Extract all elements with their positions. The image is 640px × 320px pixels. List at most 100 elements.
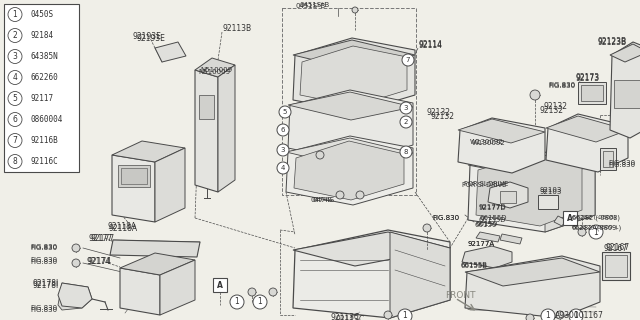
- Circle shape: [400, 116, 412, 128]
- Bar: [600, 148, 616, 170]
- Circle shape: [556, 311, 564, 319]
- Text: 92173: 92173: [575, 73, 599, 82]
- Polygon shape: [218, 65, 235, 192]
- Polygon shape: [286, 138, 413, 167]
- Polygon shape: [110, 240, 200, 257]
- Polygon shape: [293, 40, 415, 70]
- Text: 7: 7: [406, 57, 410, 63]
- Text: 1: 1: [235, 298, 239, 307]
- Polygon shape: [468, 150, 595, 180]
- Text: FOR SI-DRIVE: FOR SI-DRIVE: [464, 181, 508, 187]
- Text: 66282 (-0808): 66282 (-0808): [572, 215, 620, 221]
- Circle shape: [277, 124, 289, 136]
- Text: 92177D: 92177D: [478, 204, 506, 210]
- Text: FOR SI-DRIVE: FOR SI-DRIVE: [462, 182, 506, 188]
- Text: 66150: 66150: [475, 221, 497, 227]
- Circle shape: [277, 144, 289, 156]
- Polygon shape: [546, 114, 628, 172]
- Circle shape: [72, 259, 80, 267]
- Polygon shape: [554, 216, 566, 226]
- Circle shape: [8, 113, 22, 126]
- Text: 92173: 92173: [575, 74, 599, 83]
- Polygon shape: [195, 70, 218, 192]
- Text: 92123B: 92123B: [597, 36, 626, 45]
- Circle shape: [277, 162, 289, 174]
- Text: 92123B: 92123B: [598, 37, 627, 46]
- Polygon shape: [195, 58, 235, 77]
- Text: 92193E: 92193E: [136, 34, 165, 43]
- Text: 6: 6: [281, 127, 285, 133]
- Bar: [614, 80, 640, 108]
- Text: 92132: 92132: [430, 111, 454, 121]
- Text: 92177D: 92177D: [478, 205, 506, 211]
- Polygon shape: [293, 38, 415, 112]
- Text: FIG.830: FIG.830: [432, 215, 459, 221]
- Bar: [4, 4, 79, 172]
- Polygon shape: [120, 253, 195, 275]
- Polygon shape: [293, 230, 450, 318]
- Text: 8: 8: [404, 149, 408, 155]
- Polygon shape: [610, 44, 640, 62]
- Bar: [578, 82, 606, 104]
- Text: 92113C: 92113C: [330, 314, 359, 320]
- Text: 92174: 92174: [86, 258, 110, 267]
- Circle shape: [356, 191, 364, 199]
- Text: 3: 3: [13, 52, 17, 61]
- Bar: [213, 278, 227, 292]
- Polygon shape: [458, 119, 545, 143]
- Text: 92103: 92103: [540, 187, 563, 193]
- Text: 4: 4: [13, 73, 17, 82]
- Circle shape: [279, 106, 291, 118]
- Text: 92113B: 92113B: [222, 23, 251, 33]
- Text: FIG.830: FIG.830: [548, 82, 575, 88]
- Text: 5: 5: [283, 109, 287, 115]
- Polygon shape: [545, 165, 595, 232]
- Polygon shape: [160, 260, 195, 315]
- Text: 66282A(0809-): 66282A(0809-): [572, 225, 622, 231]
- Text: 6: 6: [13, 115, 17, 124]
- Text: 92184: 92184: [30, 31, 53, 40]
- Circle shape: [8, 133, 22, 148]
- Text: N510009: N510009: [200, 67, 232, 73]
- Text: 0474S: 0474S: [310, 197, 332, 203]
- Bar: [605, 255, 627, 277]
- Circle shape: [8, 70, 22, 84]
- Polygon shape: [546, 116, 628, 142]
- Polygon shape: [610, 42, 640, 138]
- Circle shape: [400, 102, 412, 114]
- Circle shape: [248, 288, 256, 296]
- Polygon shape: [465, 256, 600, 318]
- Text: 3: 3: [404, 105, 408, 111]
- Text: 1: 1: [594, 228, 598, 236]
- Circle shape: [230, 295, 244, 309]
- Bar: [282, 8, 416, 195]
- Text: 92116C: 92116C: [30, 157, 58, 166]
- Circle shape: [8, 50, 22, 63]
- Text: 92178I: 92178I: [32, 281, 58, 290]
- Circle shape: [398, 309, 412, 320]
- Bar: [581, 85, 603, 101]
- Polygon shape: [294, 141, 404, 200]
- Bar: [563, 211, 577, 225]
- Circle shape: [336, 191, 344, 199]
- Polygon shape: [488, 182, 528, 208]
- Text: 92177: 92177: [88, 234, 112, 243]
- Circle shape: [352, 7, 358, 13]
- Text: 64385N: 64385N: [30, 52, 58, 61]
- Text: 3: 3: [281, 147, 285, 153]
- Text: 66155B: 66155B: [460, 263, 487, 269]
- Text: 0451S*B: 0451S*B: [299, 2, 329, 8]
- Text: 92118A: 92118A: [108, 223, 137, 233]
- Text: 5: 5: [13, 94, 17, 103]
- Text: 66150: 66150: [474, 222, 497, 228]
- Text: FIG.830: FIG.830: [30, 305, 57, 311]
- Text: 66155D: 66155D: [478, 217, 506, 223]
- Circle shape: [569, 309, 583, 320]
- Polygon shape: [155, 148, 185, 222]
- Bar: [118, 165, 150, 187]
- Polygon shape: [468, 148, 595, 232]
- Circle shape: [8, 92, 22, 106]
- Text: FIG.830: FIG.830: [548, 83, 575, 89]
- Circle shape: [589, 225, 603, 239]
- Bar: [500, 191, 516, 203]
